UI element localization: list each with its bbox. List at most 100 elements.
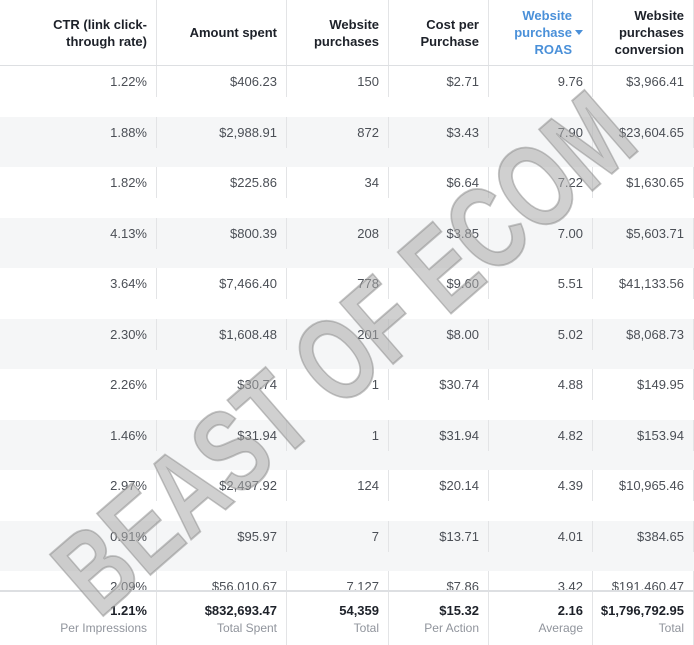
table-cell: $56,010.67	[157, 571, 287, 590]
table-cell: $2.71	[389, 66, 489, 97]
table-cell: 4.88	[489, 369, 593, 400]
table-cell: 3.64%	[0, 268, 157, 299]
table-cell: 7,127	[287, 571, 389, 590]
sort-arrow	[575, 30, 583, 35]
table-cell: $5,603.71	[593, 217, 694, 249]
table-cell: 4.82	[489, 419, 593, 451]
column-header-label: Cost per Purchase	[420, 16, 479, 49]
table-row: 1.22% $406.23 150 $2.71 9.76 $3,966.41	[0, 66, 694, 117]
footer-label: Total	[658, 620, 684, 635]
table-row: 1.88% $2,988.91 872 $3.43 7.90 $23,604.65	[0, 116, 694, 167]
table-cell: 1.88%	[0, 116, 157, 148]
table-cell: 7.00	[489, 217, 593, 249]
table-cell: $384.65	[593, 520, 694, 552]
table-cell: 7.90	[489, 116, 593, 148]
column-header-label: Website purchases	[313, 16, 379, 49]
table-cell: $149.95	[593, 369, 694, 400]
table-cell: $20.14	[389, 470, 489, 501]
table-cell: 7	[287, 520, 389, 552]
table-cell: 2.09%	[0, 571, 157, 590]
table-cell: $3.85	[389, 217, 489, 249]
table-cell: 872	[287, 116, 389, 148]
column-header-label: CTR (link click-through rate)	[53, 16, 147, 49]
table-cell: 34	[287, 167, 389, 198]
column-header[interactable]: Website purchase ROAS	[489, 0, 593, 65]
column-header-label: Website purchase ROAS	[514, 8, 572, 57]
table-cell: 9.76	[489, 66, 593, 97]
footer-value: $15.32	[439, 602, 479, 618]
footer-label: Total	[353, 620, 379, 635]
footer-cell: $15.32 Per Action	[389, 592, 489, 645]
table-cell: 208	[287, 217, 389, 249]
table-cell: $30.74	[157, 369, 287, 400]
table-cell: $153.94	[593, 419, 694, 451]
table-row: 2.30% $1,608.48 201 $8.00 5.02 $8,068.73	[0, 318, 694, 369]
table-cell: 4.39	[489, 470, 593, 501]
column-header[interactable]: Website purchases conversion	[593, 0, 694, 65]
table-cell: 1	[287, 369, 389, 400]
table-cell: $41,133.56	[593, 268, 694, 299]
table-cell: $10,965.46	[593, 470, 694, 501]
footer-value: $832,693.47	[204, 602, 277, 618]
footer-value: 1.21%	[110, 602, 147, 618]
table-cell: $8.00	[389, 318, 489, 350]
footer-value: 54,359	[339, 602, 379, 618]
column-header-label: Amount spent	[189, 25, 277, 40]
table-cell: 1.46%	[0, 419, 157, 451]
footer-value: 2.16	[557, 602, 583, 618]
table-cell: 1.82%	[0, 167, 157, 198]
table-cell: $31.94	[389, 419, 489, 451]
table-cell: 201	[287, 318, 389, 350]
table-cell: $800.39	[157, 217, 287, 249]
footer-cell: $1,796,792.95 Total	[593, 592, 694, 645]
column-header[interactable]: Cost per Purchase	[389, 0, 489, 65]
footer-label: Per Impressions	[60, 620, 147, 635]
table-cell: 150	[287, 66, 389, 97]
table-cell: $2,497.92	[157, 470, 287, 501]
table-cell: $7,466.40	[157, 268, 287, 299]
table-cell: 778	[287, 268, 389, 299]
footer-label: Average	[538, 620, 583, 635]
table-cell: 2.30%	[0, 318, 157, 350]
table-cell: $7.86	[389, 571, 489, 590]
table-row: 0.91% $95.97 7 $13.71 4.01 $384.65	[0, 520, 694, 571]
column-header[interactable]: Website purchases	[287, 0, 389, 65]
table-cell: 4.13%	[0, 217, 157, 249]
table-cell: $406.23	[157, 66, 287, 97]
table-cell: 3.42	[489, 571, 593, 590]
table-cell: 5.51	[489, 268, 593, 299]
table-cell: 2.97%	[0, 470, 157, 501]
column-header[interactable]: Amount spent	[157, 0, 287, 65]
column-header[interactable]: CTR (link click-through rate)	[0, 0, 157, 65]
table-cell: $8,068.73	[593, 318, 694, 350]
table-cell: $3.43	[389, 116, 489, 148]
footer-cell: $832,693.47 Total Spent	[157, 592, 287, 645]
footer-cell: 2.16 Average	[489, 592, 593, 645]
table-cell: $9.60	[389, 268, 489, 299]
column-header-label: Website purchases conversion	[614, 8, 684, 57]
table-cell: $3,966.41	[593, 66, 694, 97]
footer-label: Per Action	[424, 620, 479, 635]
table-cell: $23,604.65	[593, 116, 694, 148]
table-cell: 5.02	[489, 318, 593, 350]
table-cell: $2,988.91	[157, 116, 287, 148]
table-row: 2.09% $56,010.67 7,127 $7.86 3.42 $191,460.47	[0, 571, 694, 590]
table-cell: $95.97	[157, 520, 287, 552]
table-cell: $31.94	[157, 419, 287, 451]
footer-value: $1,796,792.95	[600, 602, 684, 618]
table-cell: 4.01	[489, 520, 593, 552]
table-row: 3.64% $7,466.40 778 $9.60 5.51 $41,133.56	[0, 268, 694, 319]
footer-label: Total Spent	[216, 620, 277, 635]
table-cell: 1.22%	[0, 66, 157, 97]
table-cell: $1,608.48	[157, 318, 287, 350]
table-row: 2.97% $2,497.92 124 $20.14 4.39 $10,965.46	[0, 470, 694, 521]
table-row: 2.26% $30.74 1 $30.74 4.88 $149.95	[0, 369, 694, 420]
table-row: 1.46% $31.94 1 $31.94 4.82 $153.94	[0, 419, 694, 470]
footer-cell: 54,359 Total	[287, 592, 389, 645]
table-footer: 1.21% Per Impressions $832,693.47 Total Spe…	[0, 590, 694, 645]
footer-cell: 1.21% Per Impressions	[0, 592, 157, 645]
table-cell: 0.91%	[0, 520, 157, 552]
table-cell: $30.74	[389, 369, 489, 400]
table-cell: $191,460.47	[593, 571, 694, 590]
